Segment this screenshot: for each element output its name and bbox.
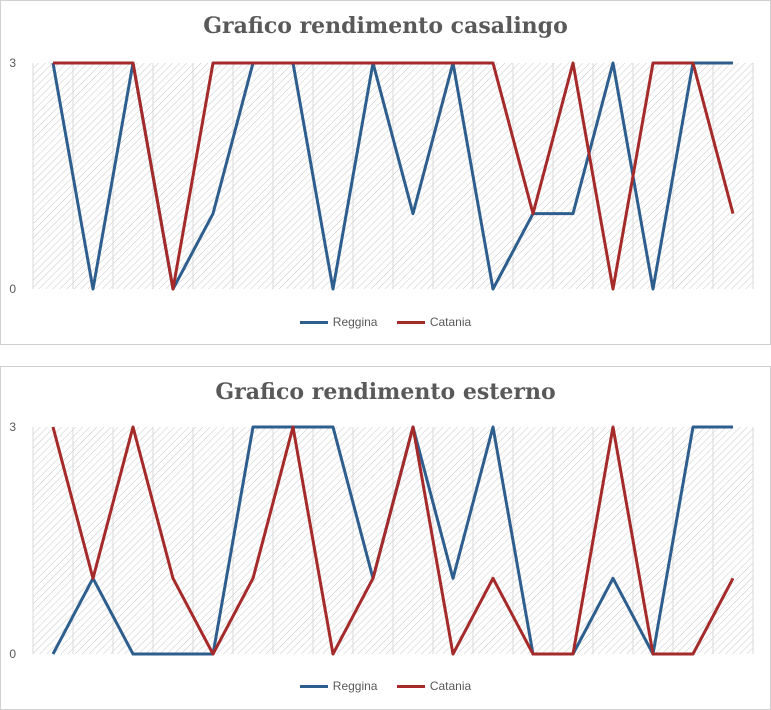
plot-area: 30 <box>9 420 754 661</box>
series-line-catania <box>51 425 735 656</box>
legend: Reggina Catania <box>1 679 770 693</box>
chart-title: Grafico rendimento esterno <box>215 379 556 405</box>
legend-swatch-reggina <box>299 685 328 689</box>
y-tick-label: 3 <box>9 420 16 434</box>
legend-label: Catania <box>429 679 472 693</box>
chart-title: Grafico rendimento casalingo <box>203 13 568 39</box>
legend-swatch-reggina <box>299 321 328 325</box>
legend-item-catania: Catania <box>396 315 472 329</box>
series-line-catania <box>53 61 735 291</box>
legend-swatch-catania <box>396 685 425 689</box>
legend-item-reggina: Reggina <box>299 679 378 693</box>
legend-label: Reggina <box>332 315 378 329</box>
y-tick-label: 0 <box>9 647 16 661</box>
y-tick-label: 3 <box>9 56 16 70</box>
legend: Reggina Catania <box>1 315 770 329</box>
legend-swatch-catania <box>396 321 425 325</box>
legend-item-reggina: Reggina <box>299 315 378 329</box>
plot-area: 30 <box>9 56 754 296</box>
legend-item-catania: Catania <box>396 679 472 693</box>
legend-label: Catania <box>429 315 472 329</box>
legend-label: Reggina <box>332 679 378 693</box>
y-tick-label: 0 <box>9 282 16 296</box>
